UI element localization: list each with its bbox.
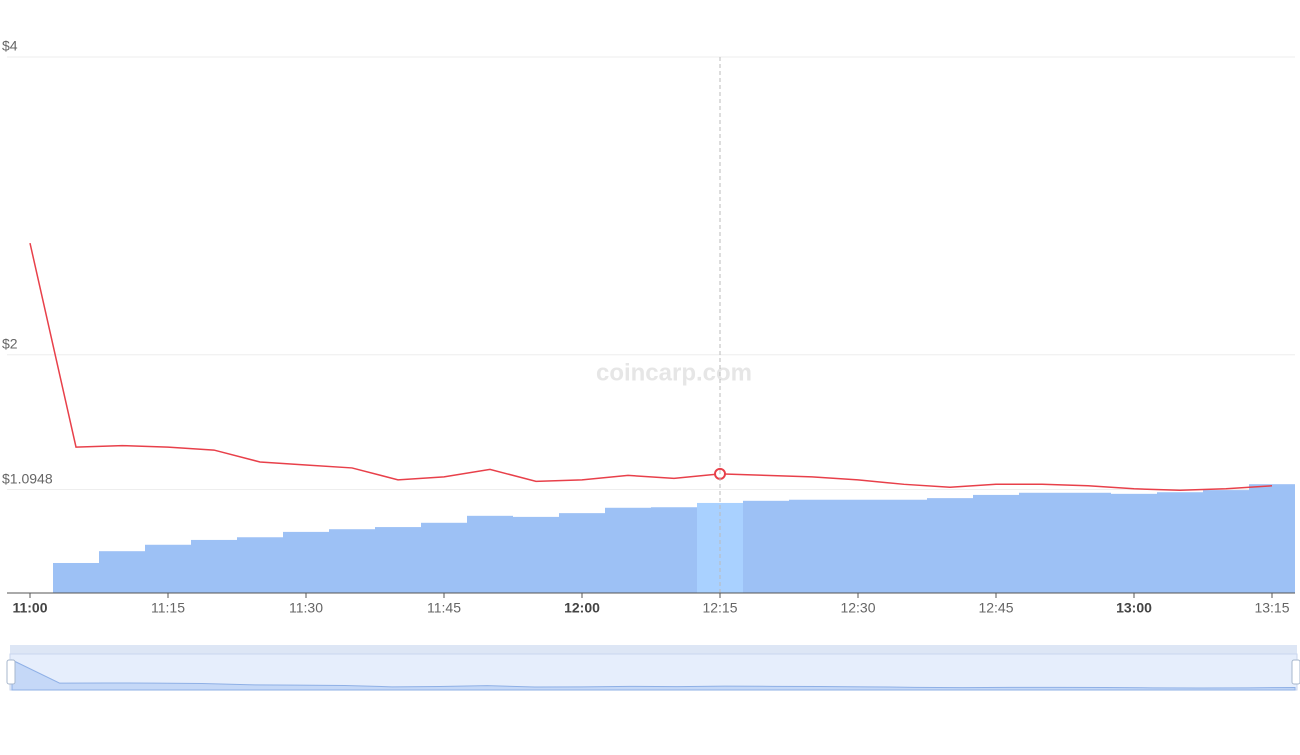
volume-bar [1065, 492, 1111, 593]
volume-bar [1203, 490, 1249, 593]
volume-bar [375, 527, 421, 593]
volume-bar [1111, 493, 1157, 593]
y-tick-label: $2 [2, 335, 18, 351]
zoom-left-handle[interactable] [6, 659, 16, 685]
volume-bar [927, 498, 973, 593]
volume-bar [1157, 492, 1203, 593]
y-tick-label: $4 [2, 38, 18, 54]
x-tick-label: 13:00 [1116, 600, 1152, 616]
volume-bar [973, 494, 1019, 593]
volume-bar [237, 537, 283, 593]
volume-bar [743, 500, 789, 593]
volume-bar [559, 513, 605, 593]
volume-bar [1019, 492, 1065, 593]
y-tick-label: $1.0948 [2, 470, 53, 486]
volume-bar [99, 551, 145, 593]
x-tick-label: 11:15 [151, 600, 185, 616]
volume-bar [835, 499, 881, 593]
x-tick-label: 12:15 [702, 600, 737, 616]
volume-bar [1249, 484, 1295, 593]
volume-bar [513, 516, 559, 593]
x-tick-label: 13:15 [1254, 600, 1289, 616]
watermark: coincarp.com [596, 359, 752, 386]
zoom-right-handle[interactable] [1291, 659, 1300, 685]
volume-bar [329, 529, 375, 593]
zoom-handle-bar[interactable] [10, 645, 1297, 654]
volume-bar [421, 522, 467, 593]
x-tick-label: 11:30 [289, 600, 323, 616]
volume-bar [789, 499, 835, 593]
zoom-preview-line [11, 659, 1296, 691]
data-zoom[interactable] [6, 645, 1300, 691]
volume-bar [651, 507, 697, 593]
x-tick-label: 11:45 [427, 600, 461, 616]
volume-bar [881, 499, 927, 593]
x-tick-label: 12:45 [978, 600, 1013, 616]
x-tick-label: 12:00 [564, 600, 600, 616]
x-tick-label: 11:00 [12, 600, 47, 616]
volume-bar [53, 562, 99, 593]
volume-bar [283, 531, 329, 593]
x-tick-label: 12:30 [840, 600, 875, 616]
volume-bar [467, 515, 513, 593]
volume-bar [191, 539, 237, 593]
volume-bar [145, 544, 191, 593]
price-line [29, 242, 1273, 492]
volume-bar [605, 507, 651, 593]
